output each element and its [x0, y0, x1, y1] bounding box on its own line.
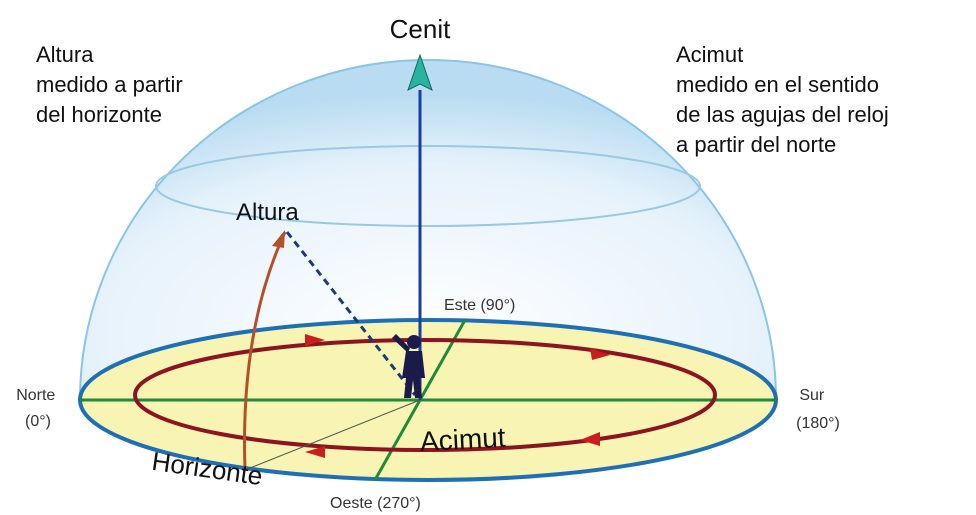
altitude-arrowhead [272, 230, 285, 248]
south-label: Sur (180°) [796, 387, 840, 432]
north-line: (0°) [25, 413, 51, 430]
azimuth-circle [133, 338, 717, 452]
altitude-note: Altura medido a partir del horizonte [36, 42, 189, 127]
azimuth-note: Acimut medido en el sentido de las aguja… [676, 42, 895, 157]
observer [392, 334, 425, 398]
note-line: medido en el sentido [676, 72, 879, 97]
line-of-sight [285, 231, 417, 396]
zenith-label: Cenit [390, 14, 451, 44]
horizon-ray [244, 399, 421, 471]
azimuth-label: Acimut [419, 422, 506, 457]
west-label: Oeste (270°) [330, 495, 421, 512]
south-line: Sur [799, 387, 825, 404]
note-line: de las agujas del reloj [676, 102, 889, 127]
altitude-label: Altura [236, 199, 299, 226]
note-line: Acimut [676, 42, 743, 67]
east-label: Este (90°) [444, 297, 515, 314]
note-line: Altura [36, 42, 94, 67]
note-line: del horizonte [36, 102, 162, 127]
north-line: Norte [16, 387, 55, 404]
celestial-dome [78, 59, 778, 401]
altitude-arc [243, 231, 287, 471]
note-line: a partir del norte [676, 132, 836, 157]
altitude-circle [155, 145, 701, 227]
north-label: Norte (0°) [16, 387, 60, 430]
zenith-arrowhead [407, 53, 433, 91]
note-line: medido a partir [36, 72, 183, 97]
azimuth-arrows [305, 334, 610, 458]
south-line: (180°) [796, 415, 840, 432]
